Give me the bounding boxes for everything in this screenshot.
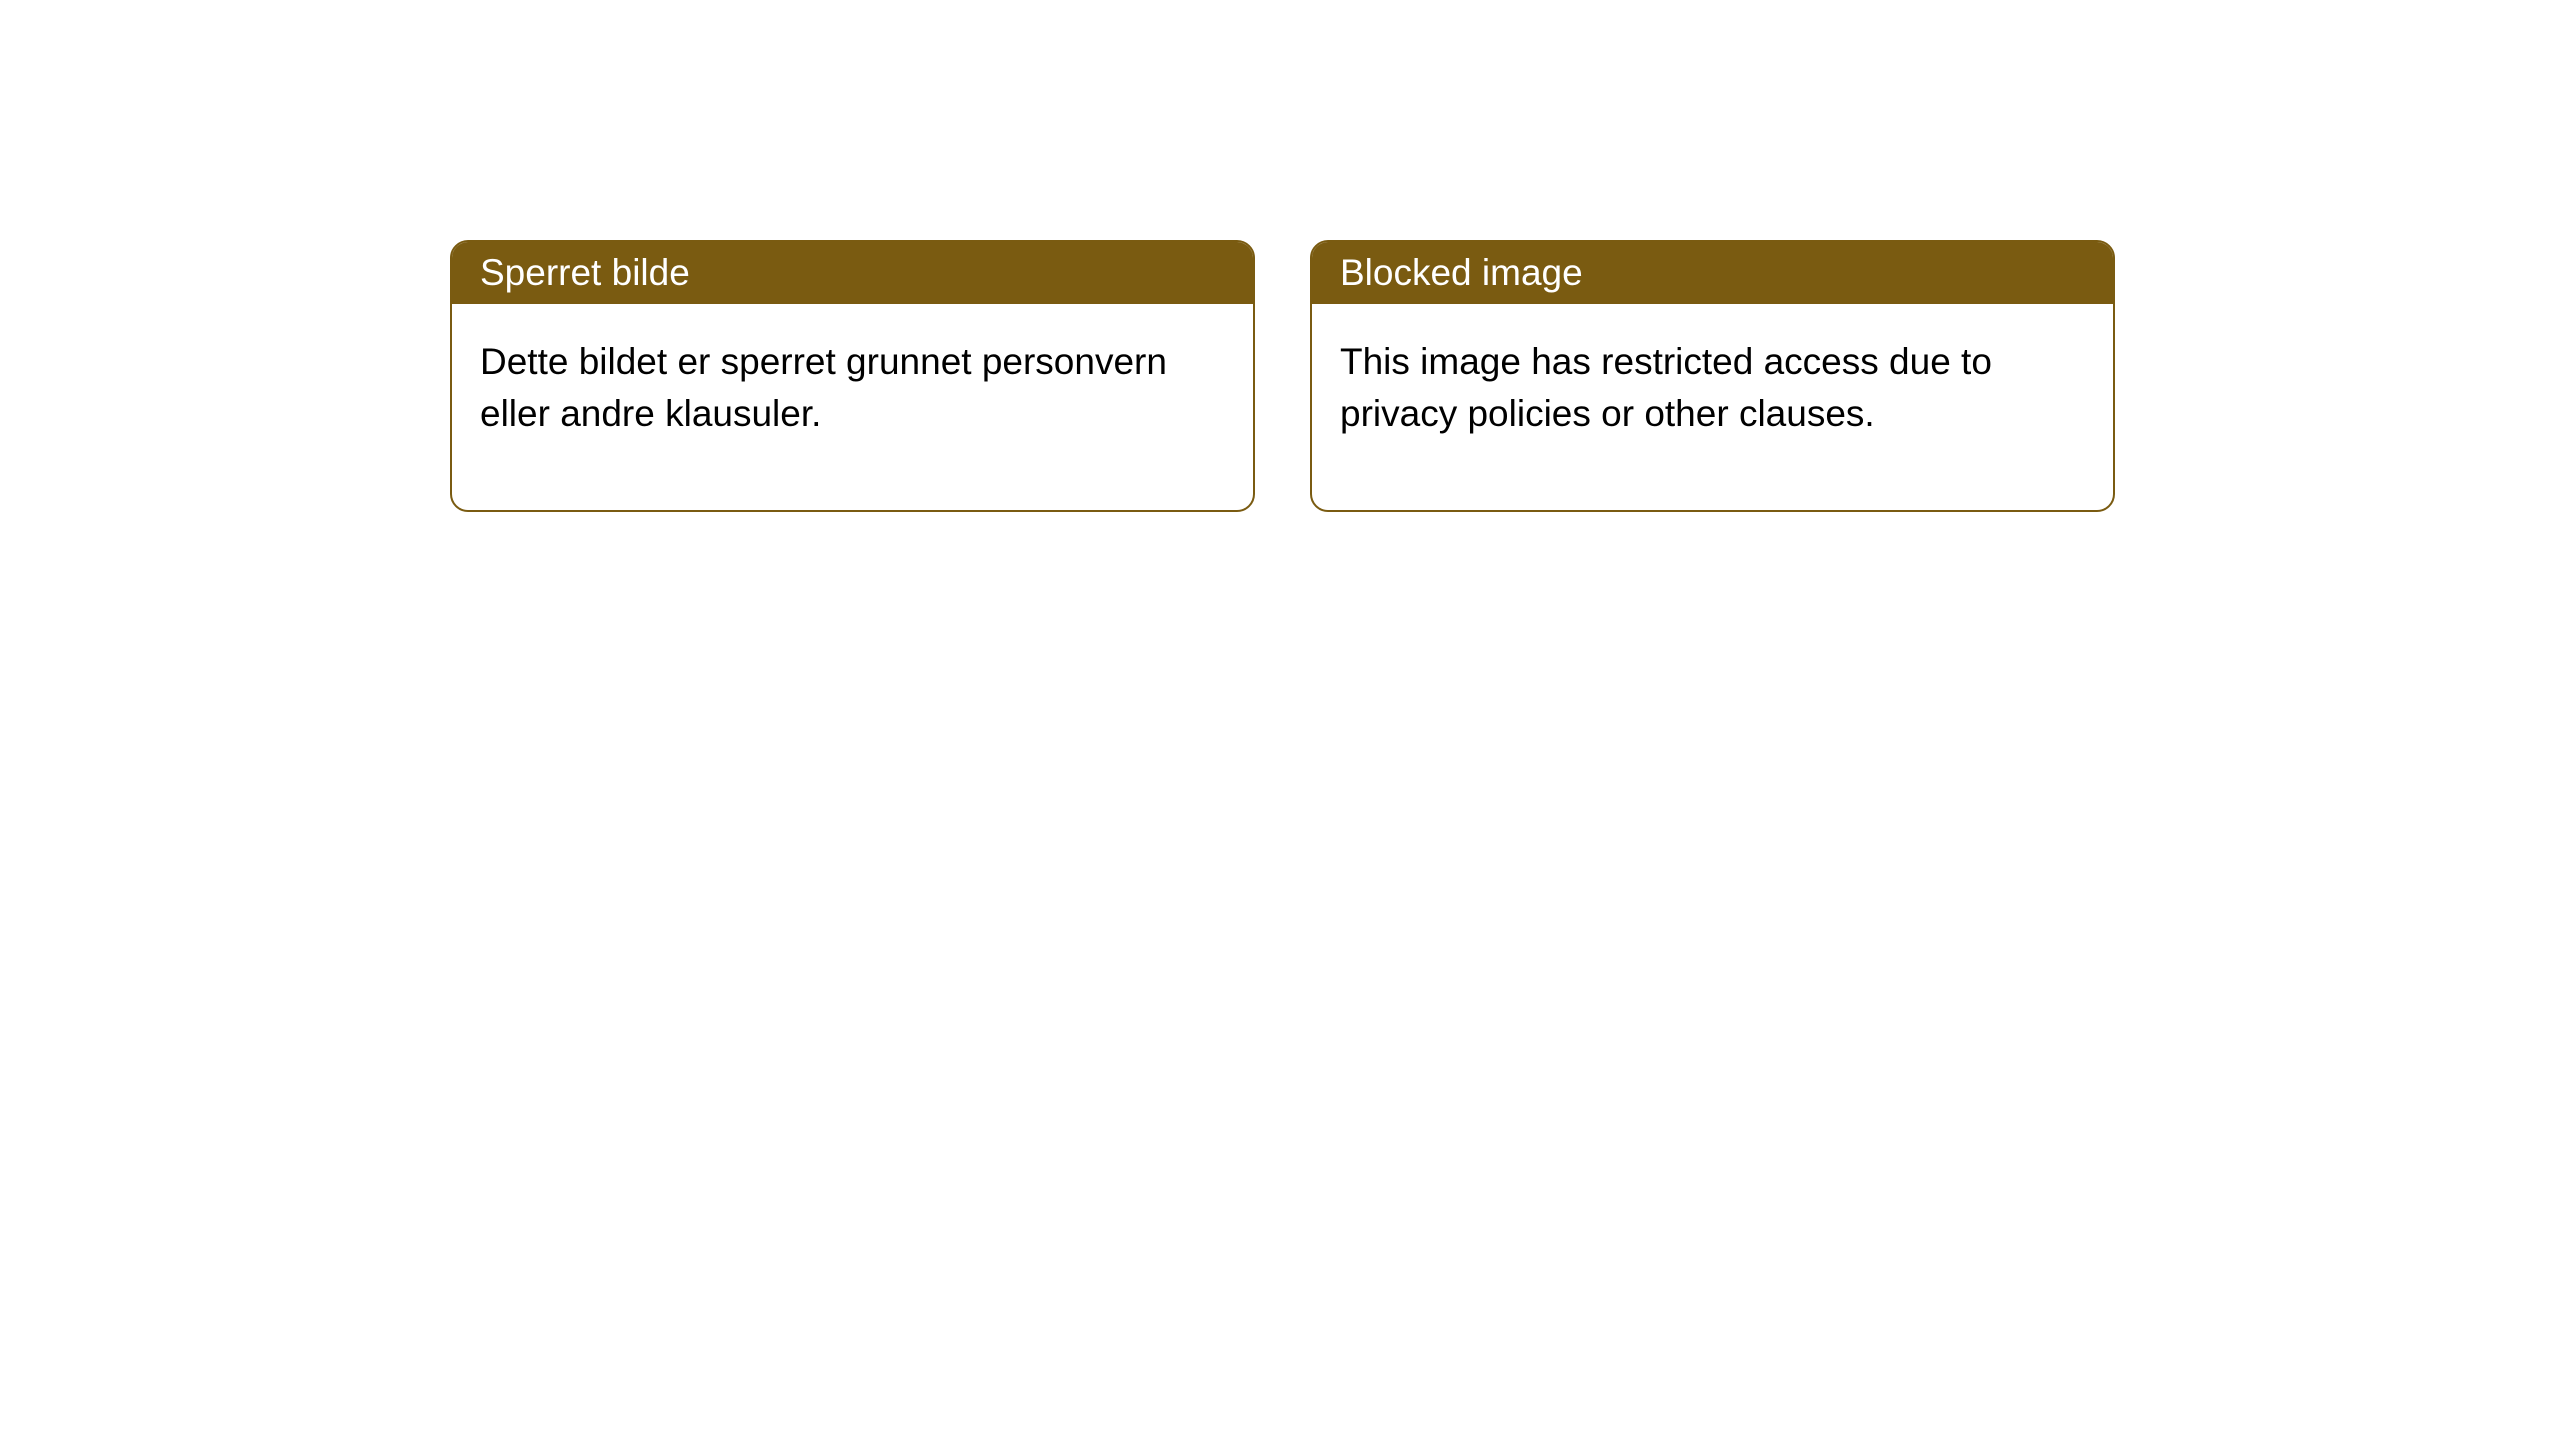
notice-title: Blocked image <box>1312 242 2113 304</box>
notice-card-english: Blocked image This image has restricted … <box>1310 240 2115 512</box>
notice-card-norwegian: Sperret bilde Dette bildet er sperret gr… <box>450 240 1255 512</box>
notice-container: Sperret bilde Dette bildet er sperret gr… <box>0 0 2560 512</box>
notice-body-text: Dette bildet er sperret grunnet personve… <box>452 304 1253 510</box>
notice-body-text: This image has restricted access due to … <box>1312 304 2113 510</box>
notice-title: Sperret bilde <box>452 242 1253 304</box>
